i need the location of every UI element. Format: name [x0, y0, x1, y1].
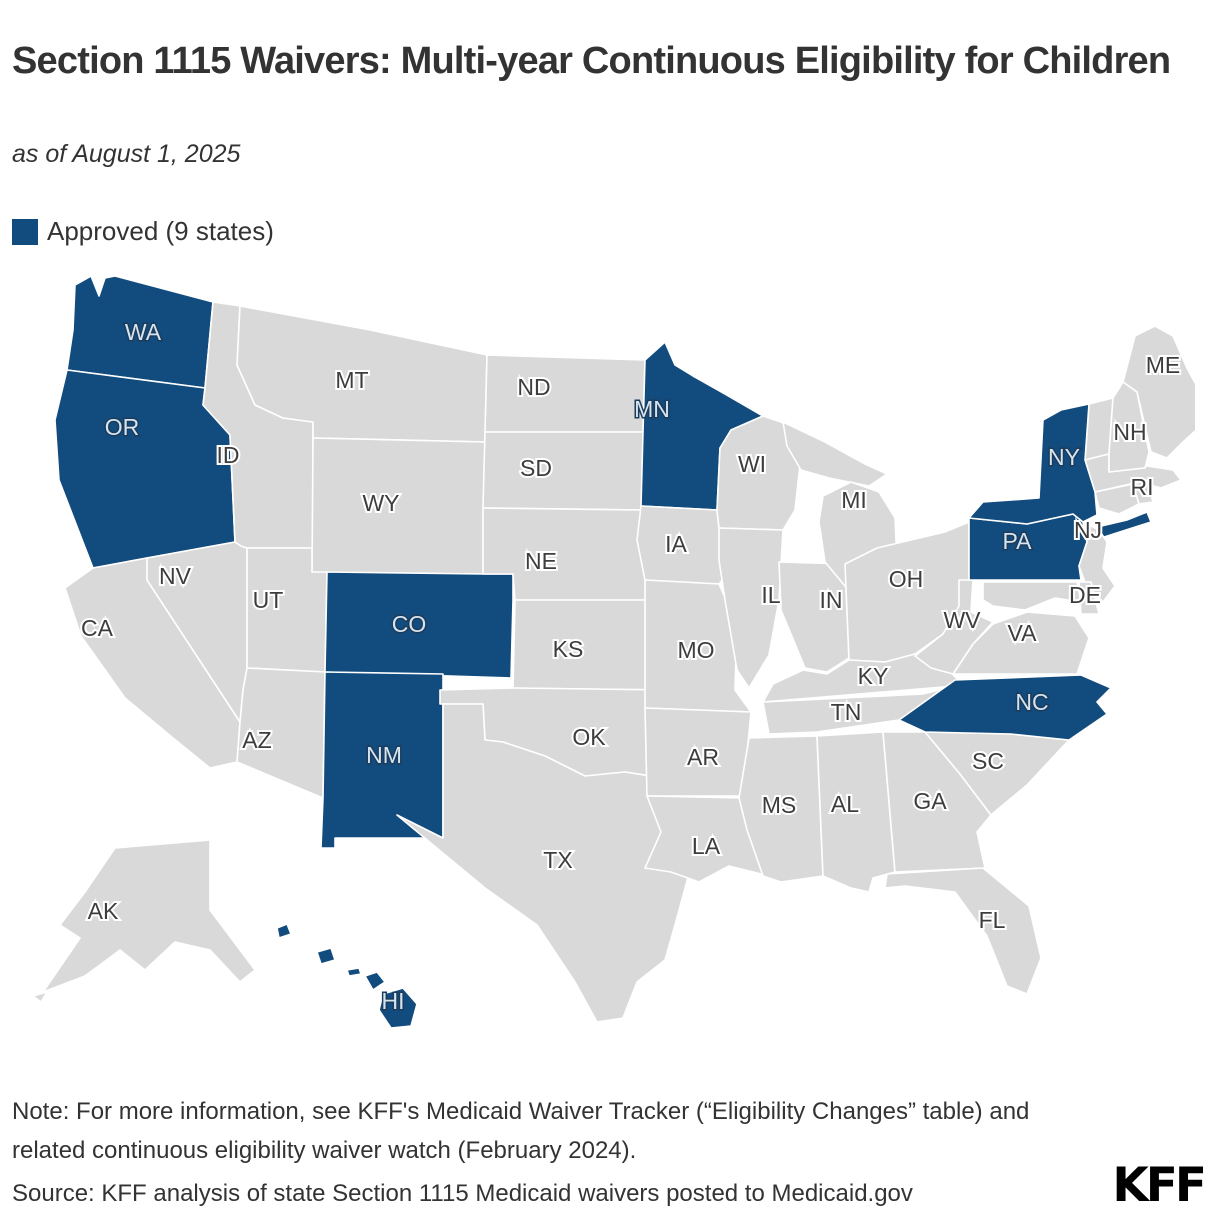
state-label-ia: IA — [665, 531, 687, 557]
state-sd[interactable] — [482, 431, 646, 511]
state-ny[interactable] — [968, 403, 1098, 525]
page-title: Section 1115 Waivers: Multi-year Continu… — [12, 40, 1171, 83]
state-label-va: VA — [1008, 620, 1038, 646]
state-label-nm: NM — [366, 742, 402, 768]
state-nh[interactable] — [1108, 381, 1150, 473]
state-label-ny: NY — [1048, 444, 1080, 470]
state-label-fl: FL — [979, 907, 1006, 933]
state-label-ak: AK — [88, 898, 119, 924]
state-ks[interactable] — [512, 599, 666, 691]
legend-swatch-approved — [12, 218, 38, 245]
state-hi[interactable] — [378, 987, 418, 1029]
state-wv[interactable] — [914, 579, 994, 675]
state-label-sc: SC — [972, 748, 1004, 774]
state-label-al: AL — [831, 791, 859, 817]
state-label-ks: KS — [553, 636, 584, 662]
state-wa[interactable] — [66, 275, 214, 389]
state-label-or: OR — [105, 414, 140, 440]
state-label-co: CO — [392, 611, 427, 637]
state-label-de: DE — [1069, 582, 1101, 608]
state-label-la: LA — [692, 833, 721, 859]
state-hi[interactable] — [276, 923, 292, 939]
state-label-tn: TN — [831, 699, 862, 725]
state-label-pa: PA — [1003, 528, 1033, 554]
state-label-ar: AR — [687, 744, 719, 770]
state-nc[interactable] — [898, 674, 1112, 741]
state-ak[interactable] — [42, 839, 256, 993]
state-label-wa: WA — [125, 319, 162, 345]
state-label-ca: CA — [81, 615, 114, 641]
state-label-in: IN — [820, 587, 843, 613]
state-hi[interactable] — [316, 947, 336, 965]
state-label-id: ID — [217, 442, 240, 468]
state-label-me: ME — [1146, 352, 1181, 378]
state-ct[interactable] — [1094, 483, 1140, 515]
state-label-tx: TX — [543, 847, 572, 873]
state-label-wy: WY — [362, 490, 399, 516]
state-label-ne: NE — [525, 548, 557, 574]
state-label-mn: MN — [634, 396, 670, 422]
state-tx[interactable] — [396, 703, 691, 1023]
kff-logo[interactable]: KFF — [1112, 1158, 1207, 1213]
state-label-nh: NH — [1113, 419, 1146, 445]
state-label-nj: NJ — [1074, 517, 1102, 543]
state-ak[interactable] — [32, 991, 48, 1003]
state-nd[interactable] — [484, 354, 646, 433]
legend: Approved (9 states) — [12, 216, 274, 247]
state-mi[interactable] — [782, 421, 888, 487]
state-label-ut: UT — [253, 587, 284, 613]
state-label-ok: OK — [572, 724, 606, 750]
state-ri[interactable] — [1132, 479, 1154, 505]
state-md[interactable] — [982, 581, 1082, 611]
state-label-ri: RI — [1131, 474, 1154, 500]
state-hi[interactable] — [346, 967, 362, 977]
subtitle: as of August 1, 2025 — [12, 140, 241, 168]
us-map: WA OR CA NV ID MT WY UT CO AZ NM ND SD NE KS OK TX MN IA MO… — [25, 270, 1195, 1080]
state-label-az: AZ — [242, 727, 271, 753]
state-label-ms: MS — [762, 792, 797, 818]
state-label-oh: OH — [889, 566, 924, 592]
state-label-hi: HI — [382, 988, 405, 1014]
note-text: Note: For more information, see KFF's Me… — [12, 1098, 1030, 1164]
state-label-ga: GA — [913, 788, 947, 814]
us-map-svg: WA OR CA NV ID MT WY UT CO AZ NM ND SD NE KS OK TX MN IA MO… — [32, 275, 1195, 1029]
state-label-ky: KY — [858, 663, 889, 689]
state-hi[interactable] — [364, 971, 386, 991]
state-de[interactable] — [1078, 581, 1100, 615]
state-label-wv: WV — [943, 607, 981, 633]
state-label-nv: NV — [159, 563, 192, 589]
state-label-sd: SD — [520, 455, 552, 481]
state-label-nc: NC — [1015, 689, 1048, 715]
state-label-nd: ND — [517, 374, 550, 400]
state-label-mo: MO — [677, 637, 714, 663]
state-label-wi: WI — [738, 451, 766, 477]
state-il[interactable] — [718, 527, 784, 689]
legend-label-approved: Approved (9 states) — [47, 216, 274, 246]
state-wi[interactable] — [716, 415, 802, 531]
source-text: Source: KFF analysis of state Section 11… — [12, 1180, 913, 1207]
state-label-mi: MI — [841, 487, 867, 513]
state-me[interactable] — [1122, 325, 1195, 459]
state-mt[interactable] — [236, 305, 488, 443]
state-label-il: IL — [761, 582, 780, 608]
state-label-mt: MT — [335, 367, 368, 393]
state-fl[interactable] — [884, 867, 1042, 995]
